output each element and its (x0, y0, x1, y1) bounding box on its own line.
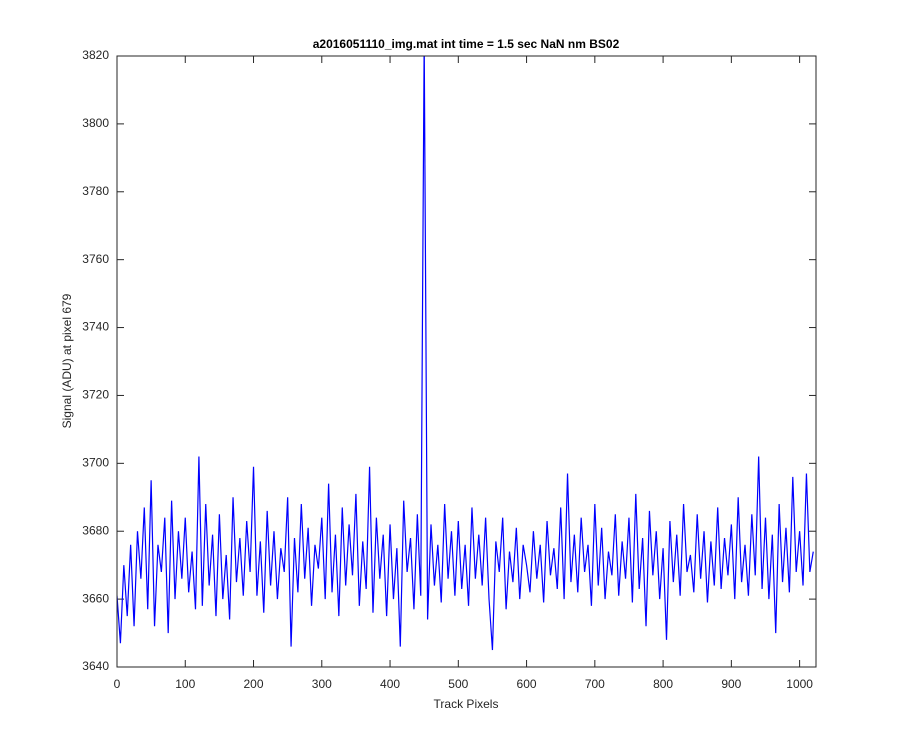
x-tick-label: 600 (517, 677, 537, 691)
x-tick-label: 500 (448, 677, 468, 691)
x-tick-label: 400 (380, 677, 400, 691)
y-tick-label: 3660 (82, 591, 109, 605)
x-tick-label: 300 (312, 677, 332, 691)
y-tick-label: 3640 (82, 659, 109, 673)
x-tick-label: 100 (175, 677, 195, 691)
y-axis-label: Signal (ADU) at pixel 679 (60, 293, 74, 428)
y-tick-label: 3720 (82, 388, 109, 402)
x-tick-label: 0 (114, 677, 121, 691)
chart-title: a2016051110_img.mat int time = 1.5 sec N… (313, 37, 620, 51)
y-tick-label: 3780 (82, 184, 109, 198)
y-tick-label: 3760 (82, 252, 109, 266)
y-tick-label: 3700 (82, 456, 109, 470)
series (117, 56, 814, 651)
x-tick-label: 200 (244, 677, 264, 691)
x-axis-label: Track Pixels (434, 697, 499, 711)
x-tick-label: 800 (653, 677, 673, 691)
axes-box (116, 55, 817, 668)
y-tick-label: 3820 (82, 48, 109, 62)
y-tick-label: 3800 (82, 116, 109, 130)
x-tick-label: 1000 (786, 677, 813, 691)
x-tick-label: 900 (721, 677, 741, 691)
y-tick-label: 3740 (82, 320, 109, 334)
x-tick-label: 700 (585, 677, 605, 691)
data-line (117, 56, 814, 651)
y-tick-label: 3680 (82, 523, 109, 537)
